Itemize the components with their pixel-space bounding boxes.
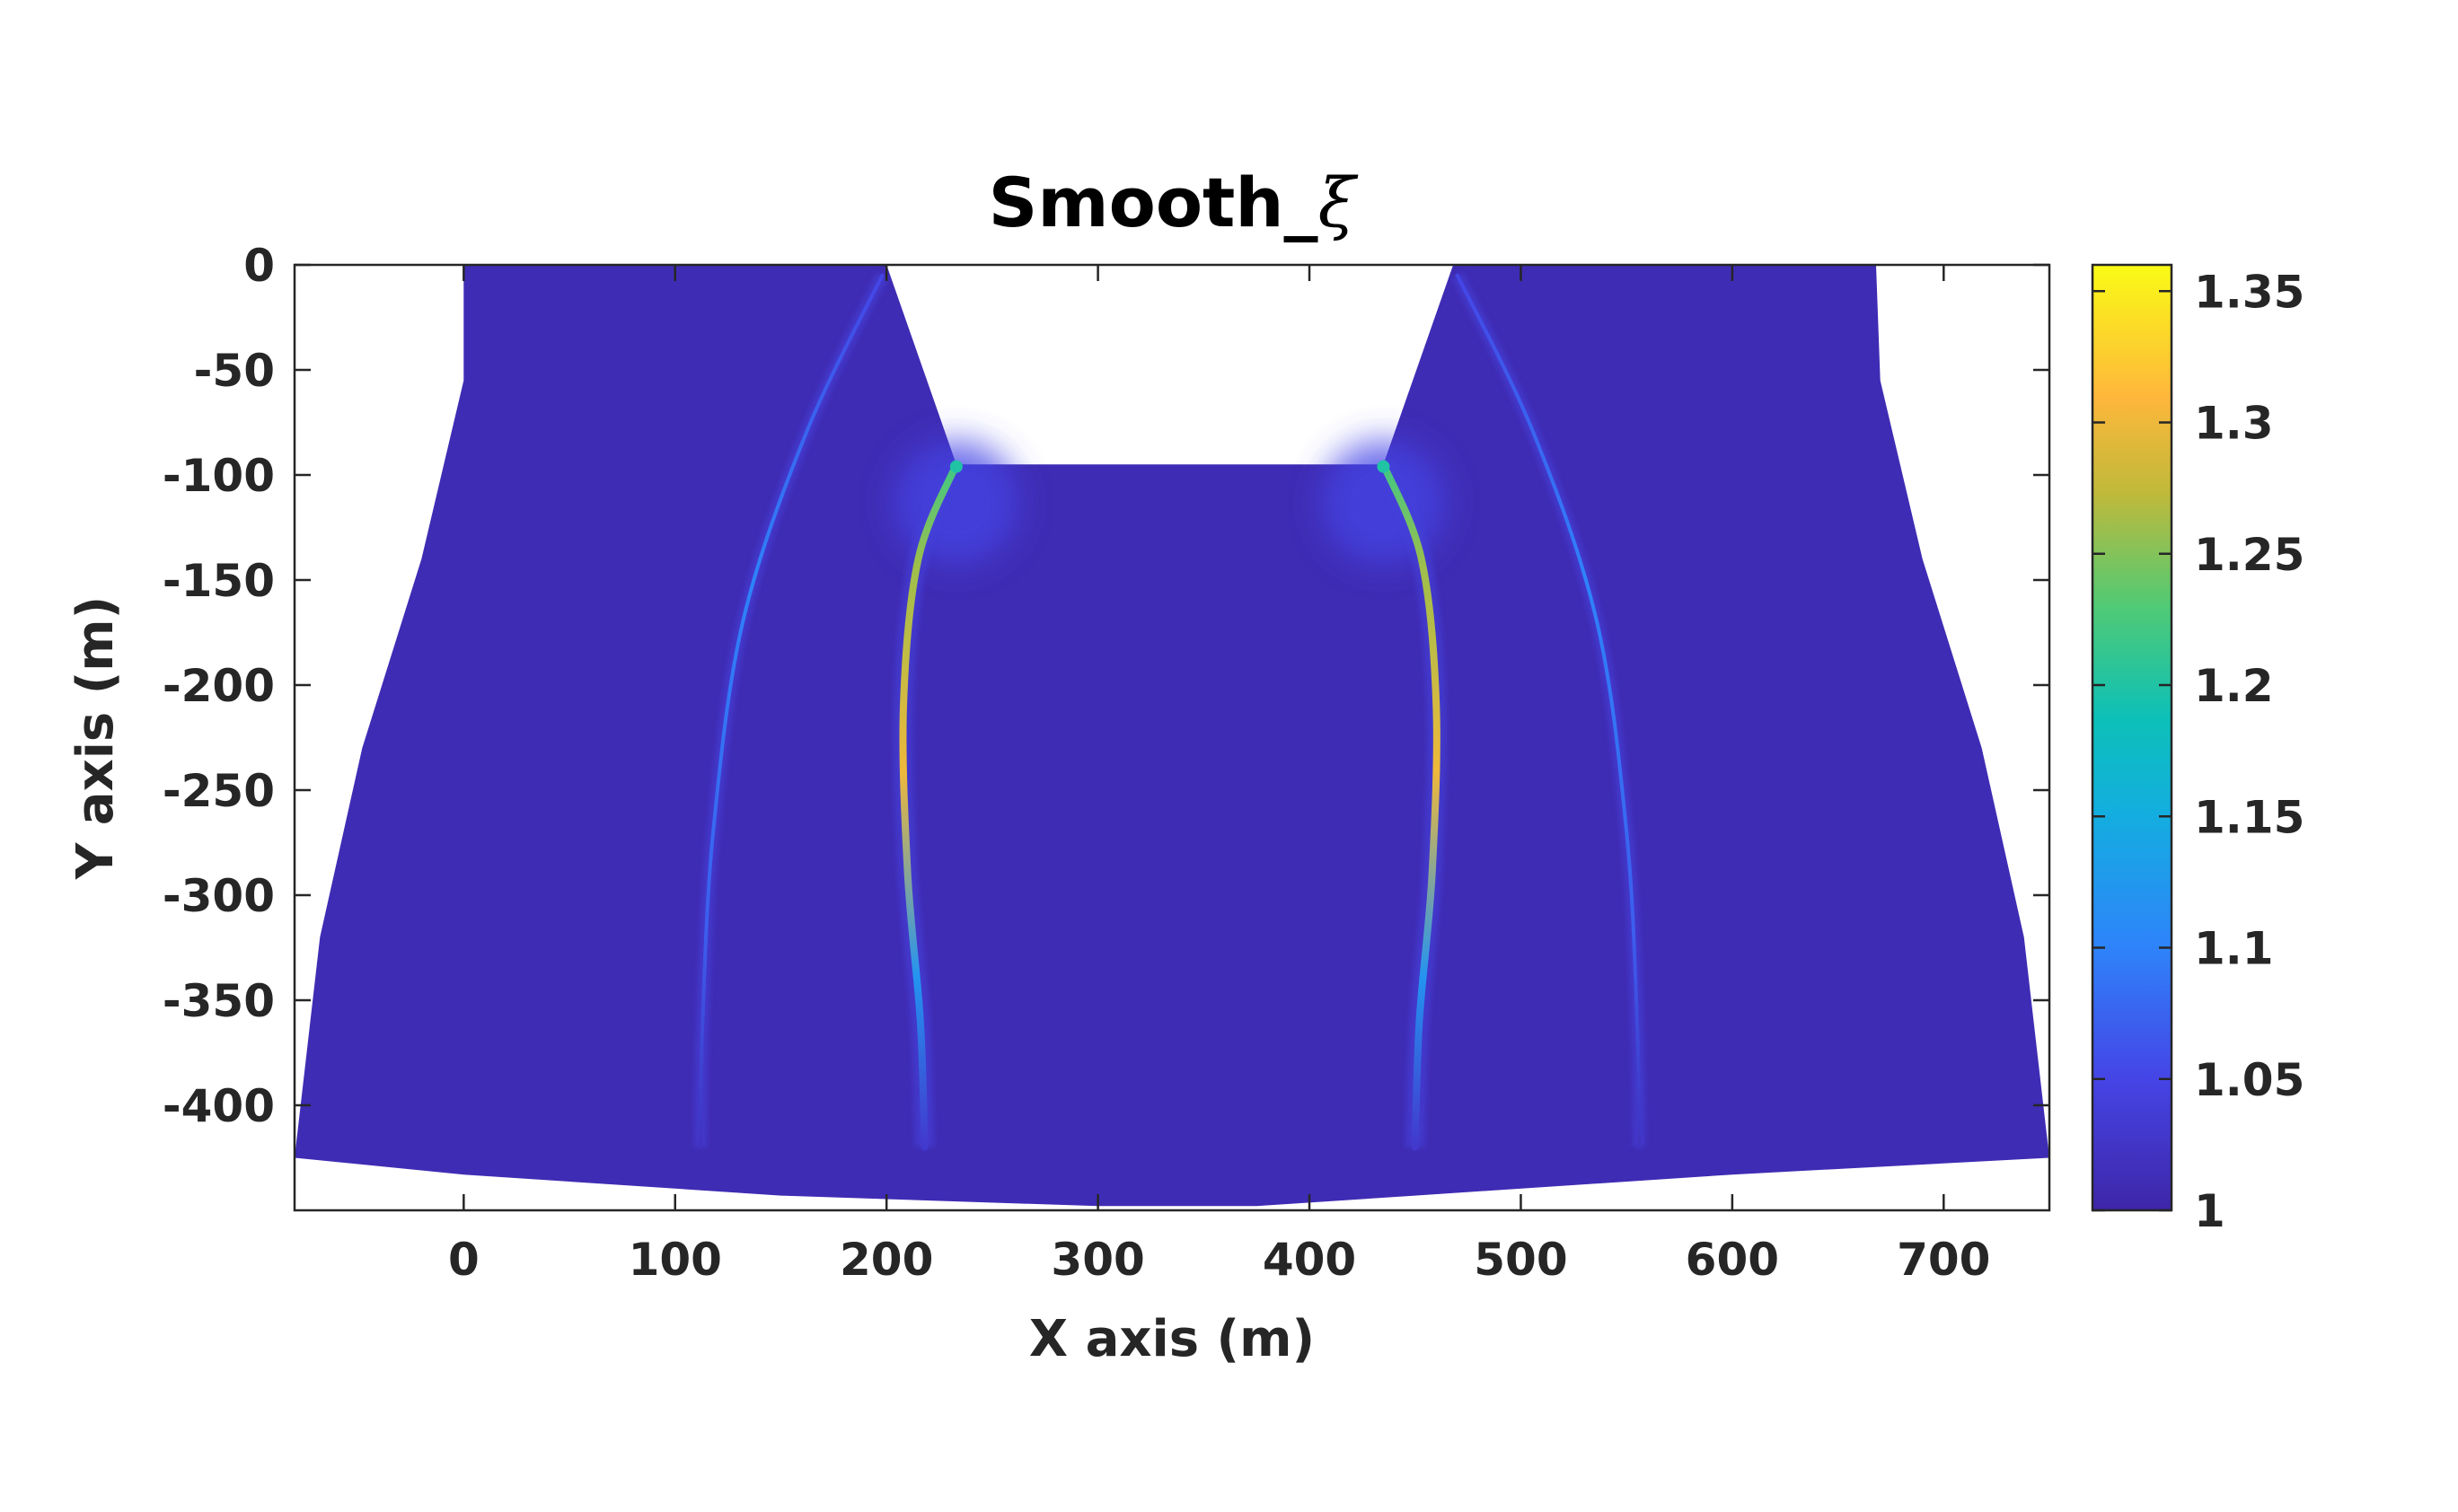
colorbar-box (2091, 263, 2173, 1212)
y-tick-label: -200 (163, 660, 275, 712)
colorbar-tick-label: 1.05 (2194, 1054, 2304, 1106)
corner-hotspot-1 (1377, 460, 1390, 473)
x-tick-label: 0 (448, 1234, 480, 1286)
ridge-line-0 (899, 461, 960, 1151)
chart-title-symbol: ξ (1317, 163, 1358, 242)
y-tick-label: 0 (243, 240, 275, 292)
x-tick-label: 200 (840, 1234, 933, 1286)
chart-title: Smooth_ξ (989, 163, 1359, 242)
ridge-line-1 (1379, 461, 1440, 1151)
y-tick-label: -300 (163, 870, 275, 922)
colorbar: 1 1.05 1.1 1.15 1.2 1.25 1.3 1.35 (2091, 263, 2304, 1237)
colorbar-tick-label: 1.15 (2194, 791, 2304, 843)
x-tick-label: 600 (1686, 1234, 1779, 1286)
y-tick-label: -400 (163, 1080, 275, 1132)
y-tick-label: -250 (163, 765, 275, 817)
y-tick-label: -150 (163, 555, 275, 607)
x-tick-label: 300 (1051, 1234, 1144, 1286)
y-tick-label: -350 (163, 975, 275, 1027)
colorbar-tick-label: 1.25 (2194, 529, 2304, 581)
colorbar-tick-label: 1.1 (2194, 923, 2274, 975)
colorbar-tick-label: 1.3 (2194, 398, 2274, 450)
x-tick-label: 400 (1263, 1234, 1356, 1286)
plot-area (295, 265, 2049, 1207)
ridge-line-2 (699, 273, 885, 1149)
y-axis-label: Y axis (m) (66, 596, 125, 881)
mesh-domain (295, 265, 2049, 1207)
axes-box (293, 263, 2051, 1212)
axes: 0 100 200 300 400 500 600 700 0 -50 -100 -150 -200 -2… (163, 240, 2051, 1286)
x-tick-label: 700 (1897, 1234, 1990, 1286)
x-tick-label: 100 (629, 1234, 722, 1286)
colorbar-gradient (2092, 265, 2172, 1210)
colorbar-tick-label: 1.2 (2194, 660, 2274, 712)
x-tick-label: 500 (1474, 1234, 1567, 1286)
colorbar-tick-label: 1 (2194, 1185, 2225, 1237)
x-axis-label: X axis (m) (1029, 1310, 1315, 1368)
corner-hotspot-0 (949, 460, 963, 473)
ridge-line-3 (1455, 273, 1642, 1149)
colorbar-tick-label: 1.35 (2194, 266, 2304, 318)
y-tick-label: -100 (163, 450, 275, 502)
y-tick-label: -50 (194, 345, 275, 397)
chart-title-text: Smooth_ (989, 163, 1318, 242)
